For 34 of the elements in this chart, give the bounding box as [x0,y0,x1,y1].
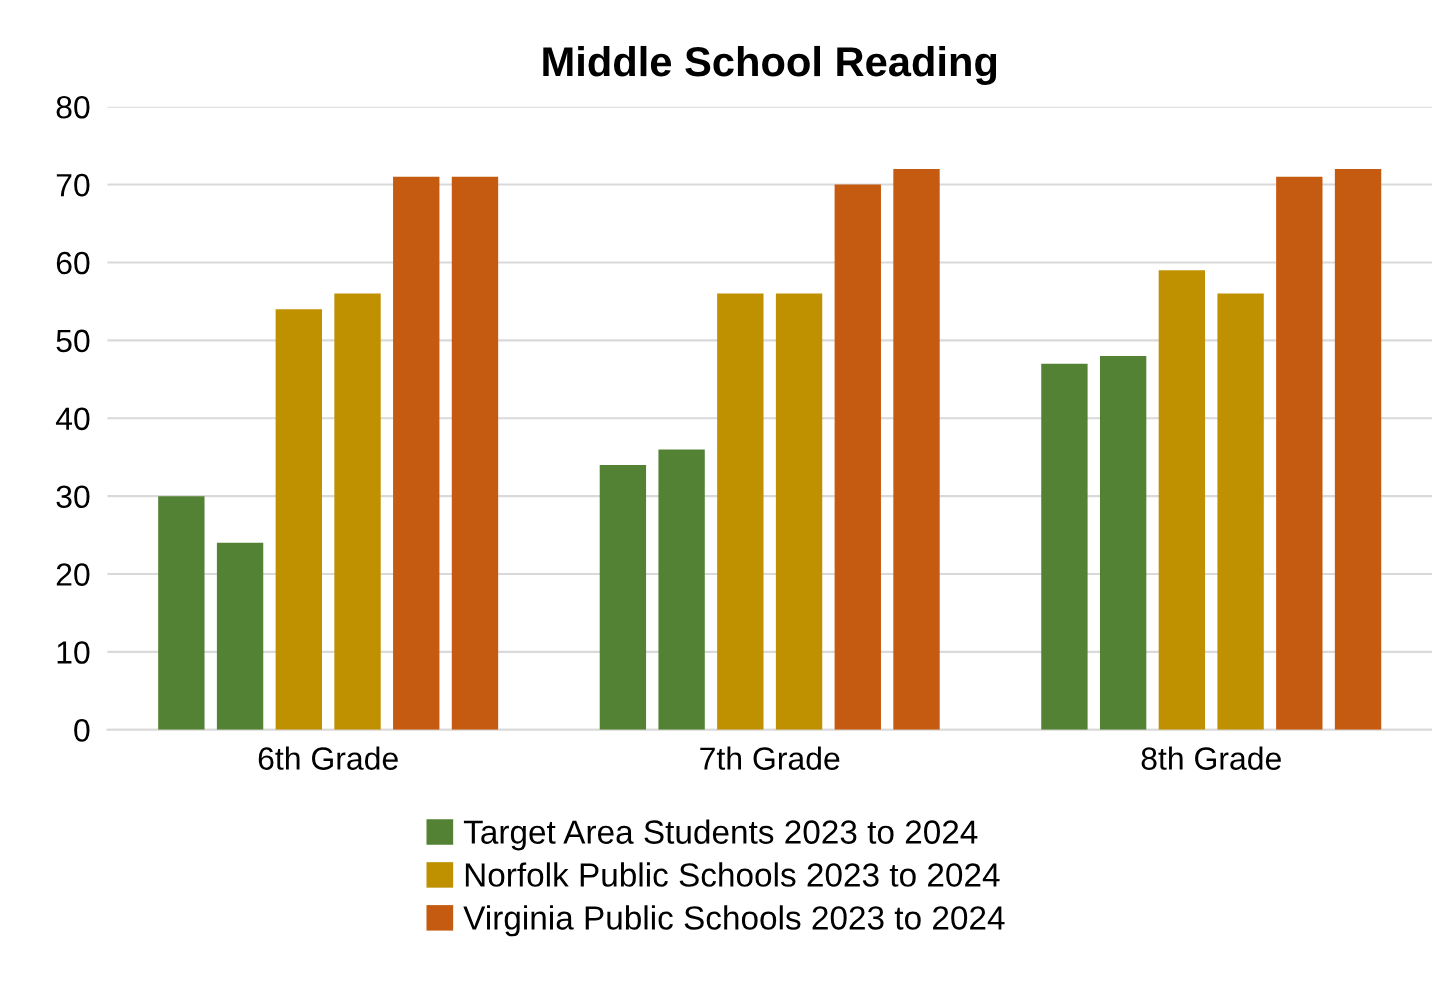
bar [658,449,705,730]
bar [599,464,647,730]
bar [834,184,881,730]
bar [717,293,764,730]
bar [158,496,205,730]
bar [275,309,322,730]
y-tick-label: 70 [56,173,90,197]
bar [775,293,823,730]
bar [893,168,940,730]
bar [1099,355,1147,730]
bar [1041,363,1088,730]
bar [393,176,440,730]
bar [451,176,499,730]
y-tick-label: 50 [56,329,90,353]
chart-title: Middle School Reading [543,45,997,85]
bar [1217,293,1264,730]
legend-label: Target Area Students 2023 to 2024 [463,819,978,851]
y-tick-label: 10 [57,641,90,664]
bar [216,542,264,730]
bar [1334,168,1382,730]
y-tick-label: 30 [56,485,90,509]
legend-label: Norfolk Public Schools 2023 to 2024 [465,862,1000,887]
bar [334,293,381,730]
bar [1158,270,1206,730]
y-tick-label: 60 [56,251,90,275]
x-tick-label: 8th Grade [1141,746,1281,770]
bar [1276,176,1323,730]
y-tick-label: 20 [56,563,90,586]
y-tick-label: 40 [55,407,90,431]
x-tick-label: 7th Grade [700,746,840,770]
legend-label: Virginia Public Schools 2023 to 2024 [463,905,1005,937]
y-tick-label: 80 [56,95,90,119]
x-tick-label: 6th Grade [258,746,398,770]
y-tick-label: 0 [74,719,90,742]
